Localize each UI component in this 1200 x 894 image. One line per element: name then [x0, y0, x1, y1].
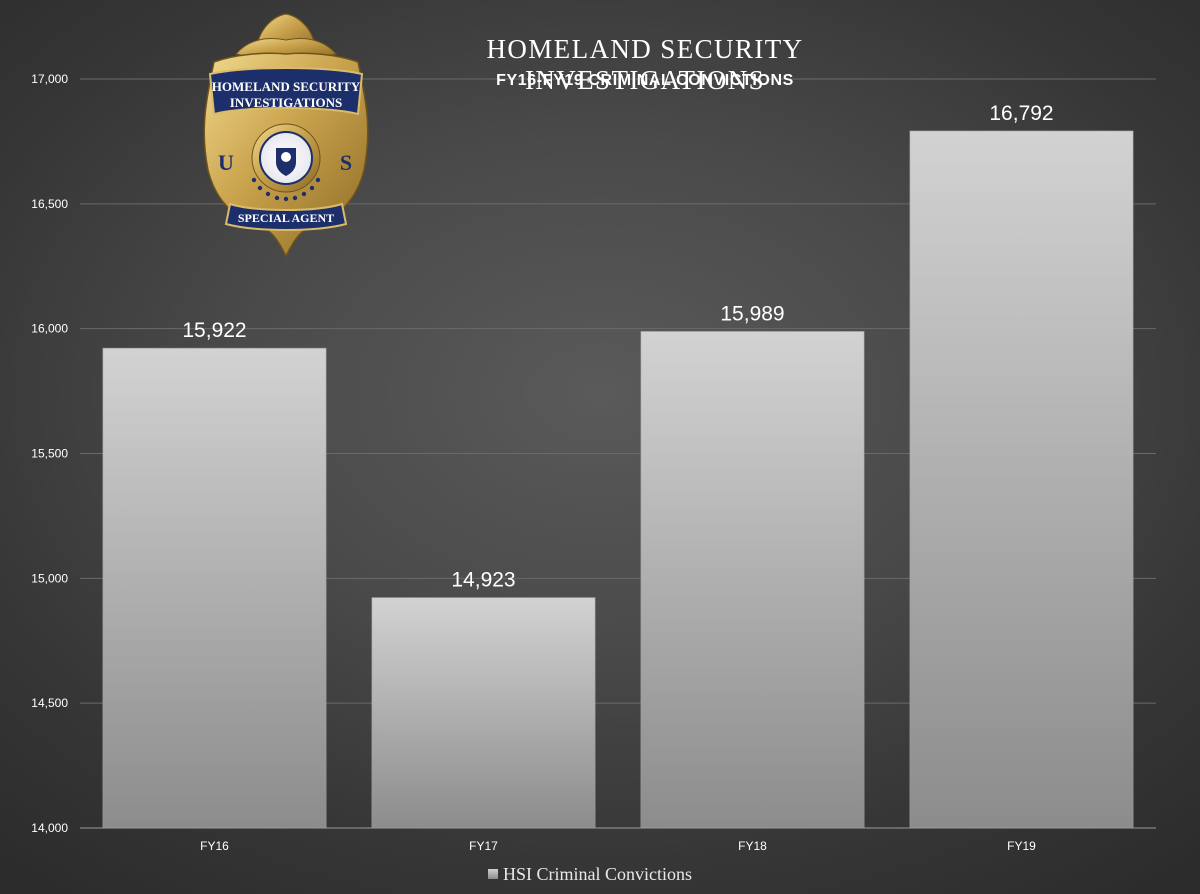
hsi-special-agent-badge-icon: HOMELAND SECURITY INVESTIGATIONS U S SPE…	[203, 13, 369, 258]
data-label: 15,922	[182, 319, 246, 342]
y-tick-label: 14,000	[31, 821, 68, 835]
chart-title: HOMELAND SECURITY INVESTIGATIONS	[486, 34, 804, 95]
data-label: 16,792	[989, 102, 1053, 125]
y-tick-label: 16,500	[31, 197, 68, 211]
bars	[102, 130, 1134, 829]
y-tick-label: 15,000	[31, 571, 68, 585]
bar	[102, 347, 327, 829]
x-tick-label: FY19	[1007, 839, 1036, 853]
legend-label: HSI Criminal Convictions	[503, 863, 692, 884]
data-label: 15,989	[720, 302, 784, 325]
x-tick-label: FY18	[738, 839, 767, 853]
badge-top-text-line2: INVESTIGATIONS	[230, 95, 342, 110]
badge-top-text-line1: HOMELAND SECURITY	[212, 79, 361, 94]
y-tick-label: 14,500	[31, 696, 68, 710]
data-label: 14,923	[451, 569, 515, 592]
chart-subtitle: FY16-FY19 CRIMINAL CONVICTIONS	[496, 72, 794, 89]
legend: HSI Criminal Convictions	[488, 862, 692, 886]
y-tick-label: 17,000	[31, 72, 68, 86]
bar	[909, 130, 1134, 829]
x-axis-tick-labels: FY16 FY17 FY18 FY19	[200, 839, 1036, 853]
y-tick-label: 16,000	[31, 322, 68, 336]
badge-right-letter: S	[340, 150, 352, 175]
badge-bottom-text: SPECIAL AGENT	[238, 211, 334, 225]
bar	[371, 597, 596, 829]
y-axis-tick-labels: 14,000 14,500 15,000 15,500 16,000 16,500 17,0…	[31, 72, 68, 835]
x-tick-label: FY17	[469, 839, 498, 853]
x-tick-label: FY16	[200, 839, 229, 853]
y-tick-label: 15,500	[31, 447, 68, 461]
badge-left-letter: U	[218, 150, 234, 175]
legend-swatch	[488, 869, 498, 879]
data-labels: 15,922 14,923 15,989 16,792	[182, 102, 1053, 592]
bar	[640, 331, 865, 829]
